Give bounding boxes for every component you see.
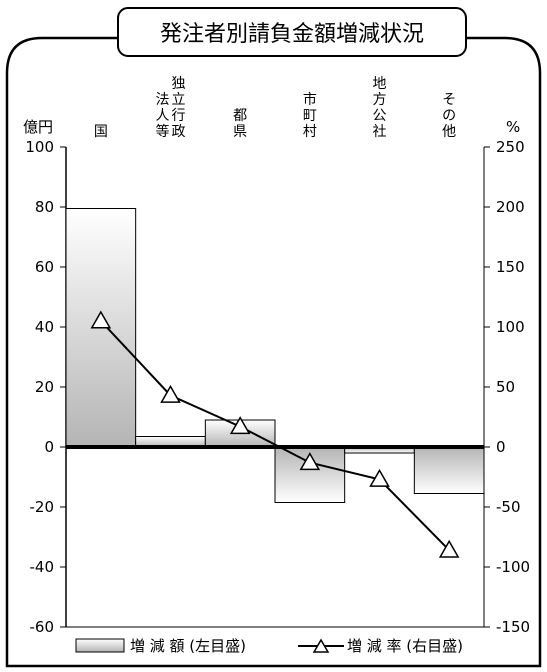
line-series: [90, 310, 460, 558]
y-right-tick-label: -50: [496, 498, 521, 516]
y-left-tick-label: 80: [35, 198, 54, 216]
category-label-char: 県: [233, 124, 247, 140]
category-label: 都県: [233, 108, 247, 140]
rate-marker: [438, 539, 460, 558]
category-label-char: 立: [172, 92, 186, 108]
category-label-char: 人: [156, 108, 170, 124]
y-left-tick-label: 40: [35, 318, 54, 336]
category-label-char: 社: [373, 124, 387, 140]
category-label-char: そ: [442, 92, 456, 108]
y-left-tick-label: -60: [30, 618, 55, 636]
chart-title: 発注者別請負金額増減状況: [160, 22, 424, 47]
category-label-char: 地: [373, 76, 387, 92]
category-label: その他: [442, 92, 456, 140]
y-right-tick-label: 100: [496, 318, 525, 336]
category-label-char: 独: [172, 76, 186, 92]
rate-marker: [369, 468, 390, 487]
category-label-char: 法: [156, 92, 170, 108]
category-label-char: の: [442, 108, 456, 124]
category-label-char: 市: [303, 91, 317, 108]
category-label-char: 町: [303, 108, 317, 124]
category-label: 市町村: [303, 91, 317, 140]
category-label-char: 国: [94, 124, 108, 140]
category-label-char: 政: [172, 124, 186, 140]
rate-marker: [229, 416, 251, 435]
rate-marker: [90, 310, 112, 329]
bar: [413, 446, 485, 494]
legend: 増 減 額 (左目盛) 増 減 率 (右目盛): [75, 637, 463, 655]
y-left-tick-label: 60: [35, 258, 54, 276]
category-label-char: 方: [373, 92, 387, 108]
rate-line: [100, 320, 450, 551]
y-left-tick-label: -40: [30, 558, 55, 576]
y-right-tick-label: 250: [496, 138, 525, 156]
y-left-ticks: 100 80 60 40 20 0 -20 -40 -60: [25, 138, 66, 636]
category-label-char: 都: [233, 108, 247, 124]
rate-marker: [299, 452, 321, 471]
y-left-unit: 億円: [23, 118, 53, 136]
y-left-tick-label: 0: [44, 438, 54, 456]
rate-marker: [160, 384, 181, 403]
y-left-tick-label: -20: [30, 498, 55, 516]
y-left-tick-label: 100: [25, 138, 54, 156]
category-label-char: 公: [373, 108, 387, 124]
y-right-tick-label: 150: [496, 258, 525, 276]
legend-bar-label: 増 減 額 (左目盛): [130, 637, 246, 655]
y-right-tick-label: 50: [496, 378, 515, 396]
legend-bar-swatch: [75, 638, 125, 653]
category-label: 国: [94, 124, 108, 140]
chart-frame: [5, 36, 542, 668]
category-label-char: 等: [156, 123, 170, 140]
category-label-char: 他: [442, 124, 456, 140]
category-label-char: 行: [172, 108, 186, 124]
category-label-char: 村: [303, 124, 317, 140]
y-right-tick-label: -100: [496, 558, 530, 576]
bar-series: [65, 208, 485, 503]
y-right-tick-label: 0: [496, 438, 506, 456]
y-right-unit: %: [506, 118, 520, 136]
title-box: 発注者別請負金額増減状況: [117, 7, 467, 57]
legend-line-label: 増 減 率 (右目盛): [347, 637, 463, 655]
legend-line-marker: [312, 638, 330, 653]
y-left-tick-label: 20: [35, 378, 54, 396]
y-right-tick-label: -150: [496, 618, 530, 636]
y-right-ticks: 250 200 150 100 50 0 -50 -100 -150: [484, 138, 530, 636]
y-right-tick-label: 200: [496, 198, 525, 216]
